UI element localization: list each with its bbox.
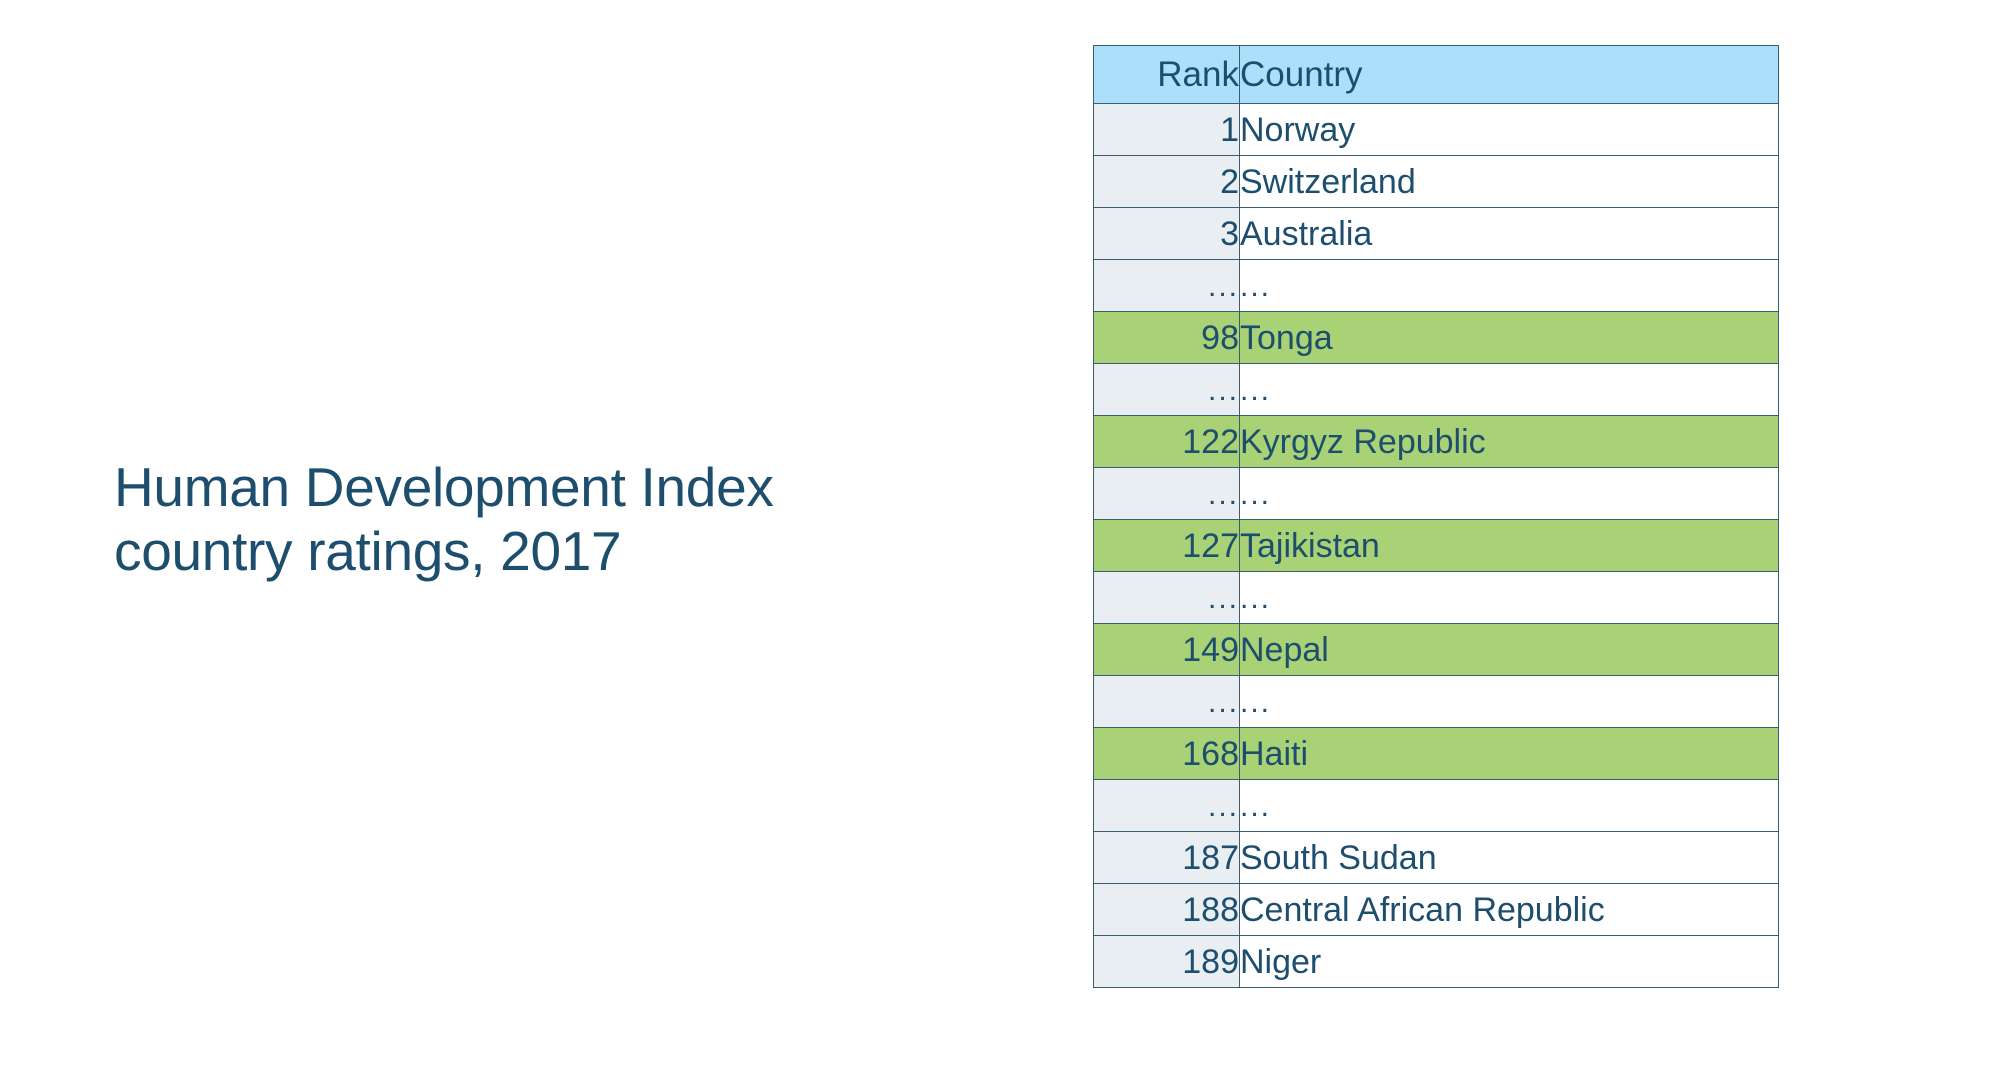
cell-country: Kyrgyz Republic: [1239, 415, 1779, 468]
cell-country: Haiti: [1239, 727, 1779, 780]
table-row: ......: [1093, 779, 1779, 832]
cell-rank-ellipsis: ...: [1093, 363, 1240, 416]
cell-rank-ellipsis: ...: [1093, 467, 1240, 520]
cell-rank: 149: [1093, 623, 1240, 676]
cell-rank: 122: [1093, 415, 1240, 468]
cell-rank-ellipsis: ...: [1093, 675, 1240, 728]
table-row: 189 Niger: [1093, 935, 1779, 988]
cell-rank-ellipsis: ...: [1093, 779, 1240, 832]
column-header-rank: Rank: [1093, 45, 1240, 104]
cell-rank: 3: [1093, 207, 1240, 260]
table-row: 1 Norway: [1093, 103, 1779, 156]
table-row: 187 South Sudan: [1093, 831, 1779, 884]
table-row: 168 Haiti: [1093, 727, 1779, 780]
cell-rank-ellipsis: ...: [1093, 571, 1240, 624]
table-row: ......: [1093, 363, 1779, 416]
cell-rank: 98: [1093, 311, 1240, 364]
table-row: 188 Central African Republic: [1093, 883, 1779, 936]
cell-country-ellipsis: ...: [1239, 467, 1779, 520]
cell-rank: 168: [1093, 727, 1240, 780]
cell-rank: 127: [1093, 519, 1240, 572]
table-row: 3 Australia: [1093, 207, 1779, 260]
column-header-country: Country: [1239, 45, 1779, 104]
cell-country: Tajikistan: [1239, 519, 1779, 572]
cell-country: Niger: [1239, 935, 1779, 988]
cell-country-ellipsis: ...: [1239, 363, 1779, 416]
cell-country: Central African Republic: [1239, 883, 1779, 936]
cell-country: Switzerland: [1239, 155, 1779, 208]
cell-rank: 187: [1093, 831, 1240, 884]
cell-country-ellipsis: ...: [1239, 259, 1779, 312]
table-row: ......: [1093, 259, 1779, 312]
cell-country: Nepal: [1239, 623, 1779, 676]
table-body: 1 Norway 2 Switzerland 3 Australia...... 98 Ton…: [1093, 103, 1779, 988]
table-row: 122 Kyrgyz Republic: [1093, 415, 1779, 468]
hdi-table-container: Rank Country 1 Norway 2 Switzerland 3 Austral…: [1093, 45, 1779, 988]
table-row: ......: [1093, 571, 1779, 624]
cell-country: Australia: [1239, 207, 1779, 260]
cell-country: Norway: [1239, 103, 1779, 156]
cell-country-ellipsis: ...: [1239, 571, 1779, 624]
table-row: 2 Switzerland: [1093, 155, 1779, 208]
cell-rank: 2: [1093, 155, 1240, 208]
table-row: 149 Nepal: [1093, 623, 1779, 676]
cell-rank: 188: [1093, 883, 1240, 936]
table-header: Rank Country: [1093, 45, 1779, 104]
cell-country-ellipsis: ...: [1239, 779, 1779, 832]
cell-country: South Sudan: [1239, 831, 1779, 884]
table-header-row: Rank Country: [1093, 45, 1779, 104]
cell-country-ellipsis: ...: [1239, 675, 1779, 728]
hdi-country-ratings-table: Rank Country 1 Norway 2 Switzerland 3 Austral…: [1093, 45, 1779, 988]
page-title: Human Development Index country ratings,…: [114, 456, 774, 583]
table-row: 127 Tajikistan: [1093, 519, 1779, 572]
table-row: ......: [1093, 675, 1779, 728]
cell-rank-ellipsis: ...: [1093, 259, 1240, 312]
cell-rank: 189: [1093, 935, 1240, 988]
cell-country: Tonga: [1239, 311, 1779, 364]
table-row: 98 Tonga: [1093, 311, 1779, 364]
cell-rank: 1: [1093, 103, 1240, 156]
table-row: ......: [1093, 467, 1779, 520]
